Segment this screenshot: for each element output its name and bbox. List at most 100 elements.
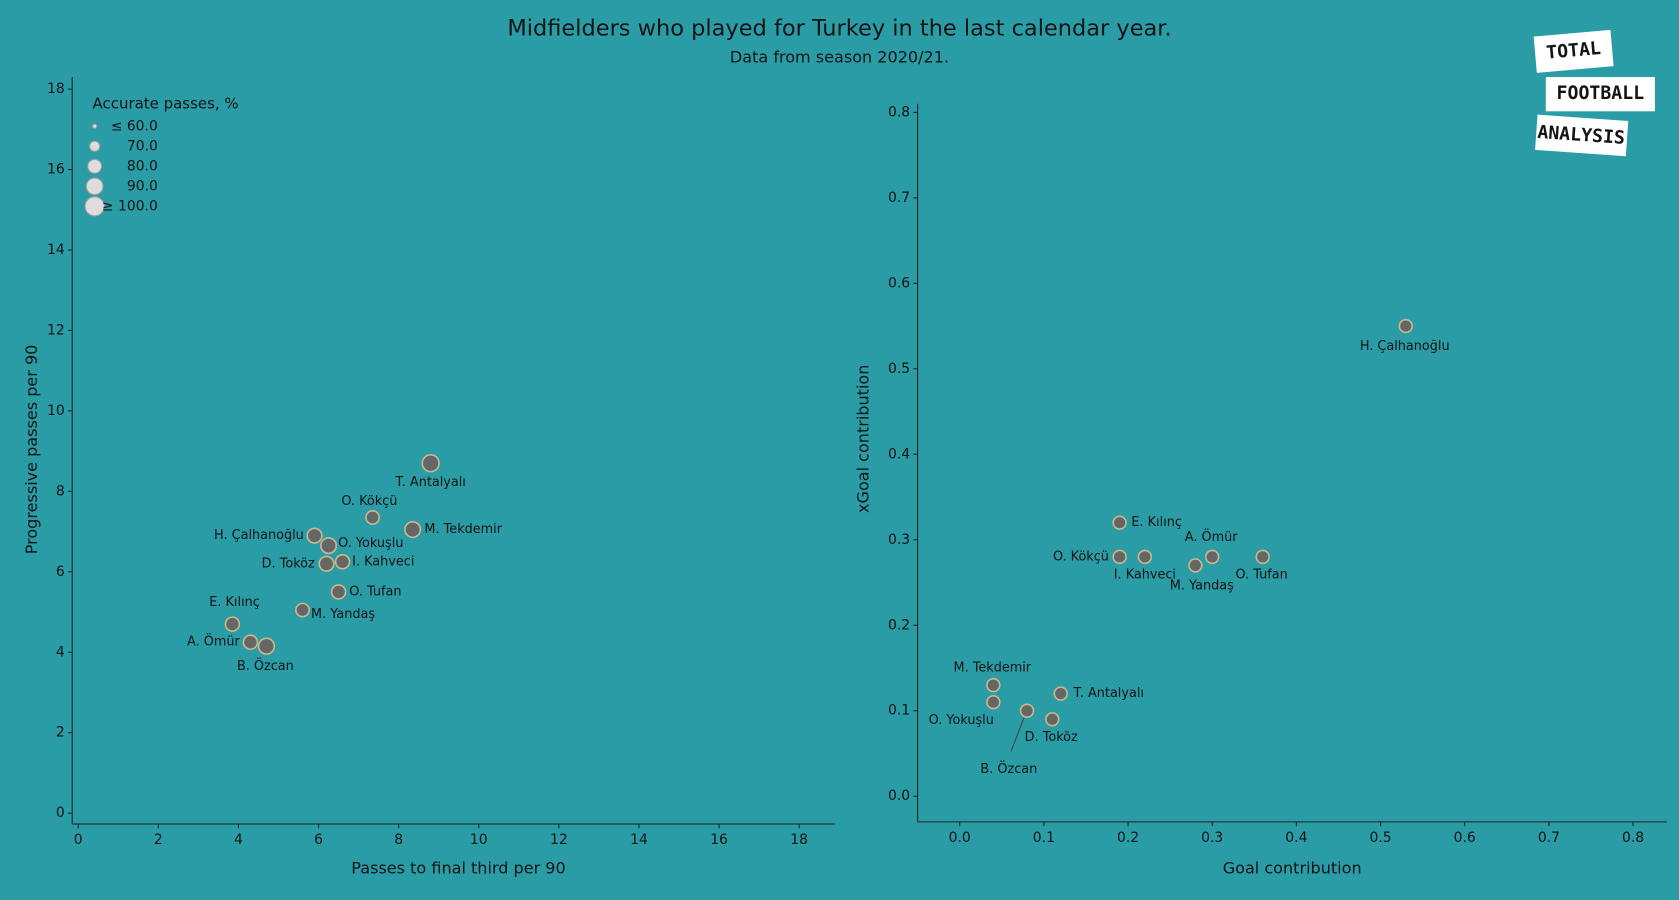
point [242, 634, 259, 650]
point [1019, 703, 1035, 718]
point-label: D. Toköz [1025, 730, 1078, 745]
point-label: A. Ömür [1185, 528, 1238, 545]
point [1112, 515, 1127, 530]
point-label: I. Kahveci [1114, 568, 1176, 583]
x-tick-label: 0.7 [1538, 830, 1560, 846]
y-tick-label: 14 [47, 242, 65, 258]
point-label: M. Tekdemir [954, 660, 1032, 675]
y-tick-label: 0.1 [888, 703, 910, 719]
point [1204, 549, 1220, 565]
point-label: E. Kılınç [209, 595, 260, 610]
point [330, 584, 347, 600]
point-label: T. Antalyalı [394, 475, 465, 490]
x-tick-label: 0.3 [1201, 830, 1223, 846]
y-tick-label: 16 [47, 162, 65, 178]
x-tick-label: 4 [234, 832, 243, 848]
x-tick-label: 10 [470, 832, 488, 848]
x-tick-label: 0 [74, 832, 83, 848]
x-tick-label: 6 [314, 832, 323, 848]
point [1045, 712, 1060, 727]
point-label: E. Kılınç [1131, 515, 1182, 530]
point [320, 537, 338, 555]
point [1398, 318, 1414, 334]
logo: TOTAL FOOTBALL ANALYSIS [1533, 29, 1655, 157]
x-axis-label: Goal contribution [1223, 858, 1362, 877]
x-tick-label: 0.2 [1117, 830, 1139, 846]
point [334, 553, 351, 570]
legend-label: ≥ 100.0 [102, 198, 158, 214]
legend-label: ≤ 60.0 [111, 118, 158, 134]
point-label: O. Yokuşlu [929, 713, 994, 728]
point-label: M. Yandaş [311, 607, 375, 622]
y-tick-label: 0 [56, 805, 65, 821]
point [1255, 549, 1270, 565]
y-tick-label: 10 [47, 403, 65, 419]
x-tick-label: 12 [550, 832, 568, 848]
y-tick-label: 0.6 [888, 275, 910, 291]
point [365, 510, 381, 525]
x-axis-label: Passes to final third per 90 [351, 858, 565, 877]
y-tick-label: 12 [47, 322, 65, 338]
legend-marker [85, 177, 104, 196]
point [257, 637, 276, 655]
y-axis-label: Progressive passes per 90 [22, 345, 41, 555]
logo-box [1533, 29, 1614, 73]
chart-subtitle: Data from season 2020/21. [730, 47, 949, 66]
legend-marker [84, 196, 105, 217]
legend-marker [88, 140, 101, 152]
x-tick-label: 0.5 [1369, 830, 1391, 846]
x-tick-label: 18 [790, 832, 808, 848]
legend-label: 70.0 [127, 138, 158, 154]
point [1053, 686, 1068, 701]
point-label: H. Çalhanoğlu [214, 528, 304, 543]
point-label: M. Yandaş [1170, 578, 1234, 593]
logo-box [1545, 77, 1655, 112]
point [986, 694, 1001, 710]
y-tick-label: 2 [56, 725, 65, 741]
point [224, 616, 241, 632]
point-label: O. Tufan [349, 584, 401, 599]
y-tick-label: 4 [56, 644, 65, 660]
y-tick-label: 0.4 [888, 446, 910, 462]
x-tick-label: 2 [154, 832, 163, 848]
y-tick-label: 0.7 [888, 190, 910, 206]
point [306, 527, 323, 544]
y-axis-label: xGoal contribution [854, 365, 873, 513]
x-tick-label: 0.8 [1622, 830, 1644, 846]
legend-marker [87, 158, 103, 174]
y-tick-label: 0.0 [888, 788, 910, 804]
point [295, 602, 310, 618]
point [1112, 549, 1127, 565]
y-tick-label: 18 [47, 81, 65, 97]
y-tick-label: 0.5 [888, 361, 910, 377]
point-label: B. Özcan [237, 657, 294, 674]
y-tick-label: 6 [56, 564, 65, 580]
point [318, 555, 335, 572]
point-label: D. Toköz [262, 556, 315, 571]
point [986, 677, 1001, 693]
point [404, 521, 422, 539]
point [421, 453, 440, 473]
x-tick-label: 0.6 [1454, 830, 1476, 846]
point-label: O. Yokuşlu [338, 536, 403, 551]
x-tick-label: 0.1 [1033, 830, 1055, 846]
logo-text: FOOTBALL [1557, 83, 1645, 104]
point-label: B. Özcan [980, 760, 1037, 777]
x-tick-label: 8 [394, 832, 403, 848]
x-tick-label: 14 [630, 832, 648, 848]
point-label: O. Kökçü [341, 494, 397, 509]
y-tick-label: 0.2 [888, 617, 910, 633]
legend-label: 90.0 [127, 178, 158, 194]
logo-box [1535, 114, 1629, 157]
y-tick-label: 0.8 [888, 104, 910, 120]
x-tick-label: 0.0 [949, 830, 971, 846]
point-label: T. Antalyalı [1073, 686, 1144, 701]
y-tick-label: 0.3 [888, 532, 910, 548]
point-label: I. Kahveci [352, 554, 414, 569]
x-tick-label: 0.4 [1285, 830, 1307, 846]
legend-title: Accurate passes, % [93, 94, 239, 112]
point-label: O. Tufan [1236, 568, 1288, 583]
point [1137, 549, 1153, 565]
